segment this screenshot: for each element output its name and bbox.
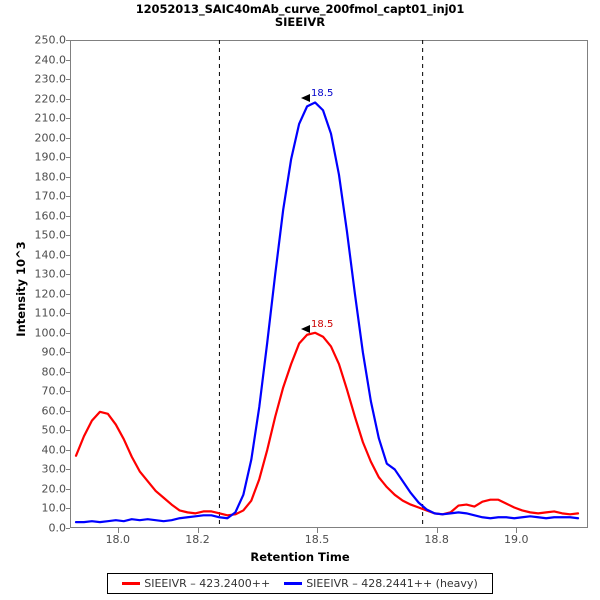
y-tick-mark [66, 118, 70, 120]
y-tick-mark [66, 215, 70, 217]
y-tick-mark [66, 449, 70, 451]
x-tick-mark [436, 528, 438, 533]
y-tick-mark [66, 40, 70, 41]
y-tick-mark [66, 430, 70, 432]
y-tick-mark [66, 254, 70, 256]
y-tick-mark [66, 313, 70, 315]
y-tick-mark [66, 488, 70, 490]
legend-label: SIEEIVR – 428.2441++ (heavy) [306, 577, 478, 590]
y-tick-label: 250.0 [34, 33, 67, 47]
chart-legend: SIEEIVR – 423.2400++ SIEEIVR – 428.2441++… [107, 573, 493, 594]
y-tick-label: 210.0 [34, 111, 67, 125]
y-tick-label: 220.0 [34, 92, 67, 106]
legend-item[interactable]: SIEEIVR – 428.2441++ (heavy) [284, 577, 478, 590]
y-tick-mark [66, 79, 70, 81]
y-tick-mark [66, 157, 70, 159]
y-tick-label: 240.0 [34, 53, 67, 67]
y-tick-mark [66, 98, 70, 100]
y-tick-label: 190.0 [34, 150, 67, 164]
y-tick-mark [66, 352, 70, 354]
y-tick-mark [66, 371, 70, 373]
chart-title-block: 12052013_SAIC40mAb_curve_200fmol_capt01_… [0, 3, 600, 29]
x-tick-label: 18.0 [105, 533, 131, 546]
y-tick-label: 160.0 [34, 209, 67, 223]
y-tick-label: 120.0 [34, 287, 67, 301]
x-tick-mark [197, 528, 199, 533]
y-tick-label: 20.0 [41, 482, 67, 496]
trace-line [74, 101, 580, 524]
legend-item[interactable]: SIEEIVR – 423.2400++ [122, 577, 270, 590]
y-tick-label: 170.0 [34, 189, 67, 203]
x-tick-label: 18.5 [304, 533, 330, 546]
x-tick-label: 18.8 [424, 533, 449, 546]
y-tick-mark [66, 176, 70, 178]
chart-title: 12052013_SAIC40mAb_curve_200fmol_capt01_… [135, 2, 465, 16]
y-tick-mark [66, 391, 70, 393]
y-tick-label: 100.0 [34, 326, 67, 340]
y-tick-label: 90.0 [41, 345, 67, 359]
y-tick-label: 40.0 [41, 443, 67, 457]
x-tick-label: 19.0 [504, 533, 529, 546]
y-tick-mark [66, 196, 70, 198]
y-tick-mark [66, 293, 70, 295]
y-tick-label: 150.0 [34, 228, 67, 242]
y-tick-label: 0.0 [48, 521, 67, 535]
y-tick-label: 140.0 [34, 248, 67, 262]
y-tick-mark [66, 235, 70, 237]
x-tick-label: 18.2 [185, 533, 210, 546]
x-tick-mark [117, 528, 119, 533]
peak-marker-triangle-icon [301, 324, 311, 333]
y-tick-mark [66, 528, 70, 529]
x-tick-mark [516, 528, 518, 533]
legend-color-swatch [284, 582, 303, 585]
y-tick-label: 200.0 [34, 131, 67, 145]
y-tick-label: 180.0 [34, 170, 67, 184]
y-tick-mark [66, 137, 70, 139]
y-tick-mark [66, 469, 70, 471]
peak-retention-time-label: 18.5 [311, 318, 334, 330]
legend-color-swatch [122, 582, 141, 585]
chart-subtitle: SIEEIVR [274, 15, 326, 29]
y-tick-mark [66, 410, 70, 412]
y-tick-label: 110.0 [34, 306, 67, 320]
y-tick-label: 70.0 [41, 384, 67, 398]
y-axis-ticks: 0.0 10.0 20.0 30.0 40.0 50.0 60.0 70.0 80.0 90.0 1… [0, 0, 70, 600]
x-tick-mark [317, 528, 319, 533]
y-tick-mark [66, 274, 70, 276]
y-tick-label: 80.0 [41, 365, 67, 379]
y-tick-label: 130.0 [34, 267, 67, 281]
plot-svg [74, 40, 580, 528]
y-tick-label: 30.0 [41, 462, 67, 476]
y-tick-label: 50.0 [41, 423, 67, 437]
y-tick-label: 10.0 [41, 501, 67, 515]
plot-area [70, 40, 588, 528]
y-tick-label: 60.0 [41, 404, 67, 418]
y-tick-mark [66, 332, 70, 334]
legend-label: SIEEIVR – 423.2400++ [144, 577, 271, 590]
peak-retention-time-label: 18.5 [311, 88, 334, 100]
y-tick-mark [66, 59, 70, 61]
y-tick-label: 230.0 [34, 72, 67, 86]
trace-line [74, 331, 580, 517]
y-tick-mark [66, 508, 70, 510]
x-axis-label: Retention Time [250, 550, 350, 564]
peak-marker-triangle-icon [301, 94, 311, 103]
